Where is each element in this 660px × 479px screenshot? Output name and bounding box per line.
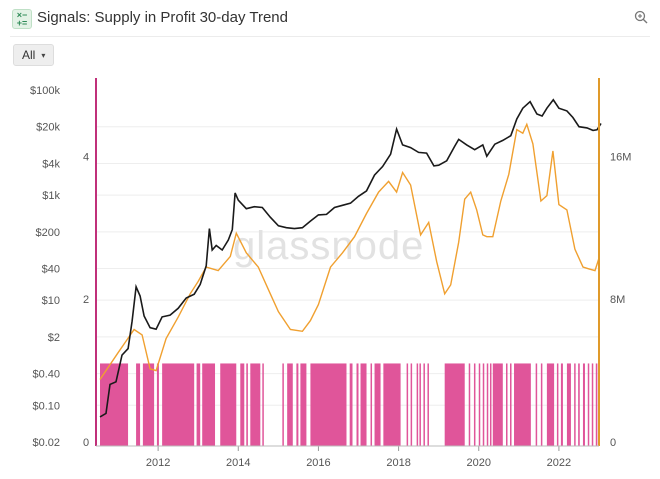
signal-bar	[142, 363, 155, 446]
signal-tick-label: 2	[83, 294, 89, 306]
signal-bar	[582, 363, 585, 446]
signal-bar	[250, 363, 261, 446]
signals-icon: ×− +=	[12, 9, 32, 29]
signal-bar	[535, 363, 538, 446]
signal-bar	[595, 363, 598, 446]
signal-bar	[162, 363, 195, 446]
signal-bar	[262, 363, 264, 446]
signal-bar	[578, 363, 580, 446]
price-tick-label: $200	[36, 227, 60, 239]
signal-bar	[540, 363, 543, 446]
supply-tick-label: 16M	[610, 151, 631, 163]
signal-bar	[486, 363, 489, 446]
filter-selected-label: All	[22, 48, 36, 62]
signal-bar	[282, 363, 284, 446]
signal-bar	[556, 363, 559, 446]
signal-bar	[423, 363, 425, 446]
price-tick-label: $0.02	[32, 437, 60, 449]
signal-bar	[300, 363, 307, 446]
signal-bar	[514, 363, 531, 446]
price-tick-label: $40	[42, 264, 60, 276]
signal-bar	[374, 363, 381, 446]
chart-header: ×− += Signals: Supply in Profit 30-day Tr…	[0, 0, 660, 36]
signal-bar	[349, 363, 353, 446]
signal-bar	[444, 363, 465, 446]
header-divider	[10, 36, 650, 37]
signal-bar	[478, 363, 481, 446]
x-tick-label: 2016	[306, 457, 330, 469]
signal-tick-label: 0	[83, 437, 89, 449]
price-tick-label: $0.40	[32, 369, 60, 381]
signal-bar	[410, 363, 413, 446]
x-tick-label: 2018	[386, 457, 410, 469]
asset-filter-dropdown[interactable]: All ▾	[13, 44, 55, 66]
signal-bar	[370, 363, 373, 446]
price-tick-label: $2	[48, 332, 60, 344]
signal-bar	[136, 363, 141, 446]
signal-bar	[310, 363, 347, 446]
price-series-line	[99, 98, 602, 418]
supply-tick-label: 0	[610, 437, 616, 449]
signal-bar	[591, 363, 594, 446]
signal-bar	[510, 363, 512, 446]
signal-bar	[574, 363, 576, 446]
signal-bar	[196, 363, 201, 446]
price-tick-label: $4k	[42, 158, 60, 170]
signal-bar	[560, 363, 563, 446]
signal-bar	[587, 363, 590, 446]
x-tick-label: 2020	[467, 457, 491, 469]
signal-bar	[566, 363, 571, 446]
signal-bar	[492, 363, 503, 446]
signal-bar	[419, 363, 421, 446]
signal-bar	[156, 363, 159, 446]
signal-tick-label: 4	[83, 151, 89, 163]
price-tick-label: $20k	[36, 122, 60, 134]
x-tick-label: 2022	[547, 457, 571, 469]
signal-bar	[489, 363, 492, 446]
x-tick-label: 2012	[146, 457, 170, 469]
signal-bar	[296, 363, 299, 446]
signal-bar	[100, 363, 129, 446]
signal-bar	[356, 363, 359, 446]
signal-bar	[240, 363, 245, 446]
signal-bar	[202, 363, 216, 446]
signal-bar	[246, 363, 248, 446]
signal-bar	[468, 363, 471, 446]
signal-bar	[287, 363, 293, 446]
signal-bar	[482, 363, 485, 446]
signal-bar	[506, 363, 508, 446]
price-tick-label: $0.10	[32, 400, 60, 412]
zoom-icon[interactable]	[634, 10, 648, 24]
signal-bar	[416, 363, 419, 446]
signal-bar	[427, 363, 429, 446]
signal-bar	[546, 363, 555, 446]
supply-tick-label: 8M	[610, 294, 625, 306]
price-tick-label: $1k	[42, 190, 60, 202]
signal-bar	[473, 363, 476, 446]
signal-bar	[383, 363, 401, 446]
signal-bar	[220, 363, 237, 446]
signal-bars	[100, 363, 598, 446]
watermark-text: glassnode	[233, 224, 424, 268]
signal-bar	[360, 363, 367, 446]
x-tick-label: 2014	[226, 457, 250, 469]
price-tick-label: $10	[42, 295, 60, 307]
signal-bar	[406, 363, 409, 446]
axis-labels: $100k $20k $4k $1k $200 $40 $10 $2 $0.40 $0.10 $0.…	[30, 85, 631, 469]
page-title: Signals: Supply in Profit 30-day Trend	[37, 9, 288, 26]
chevron-down-icon: ▾	[41, 50, 46, 60]
price-tick-label: $100k	[30, 85, 60, 97]
